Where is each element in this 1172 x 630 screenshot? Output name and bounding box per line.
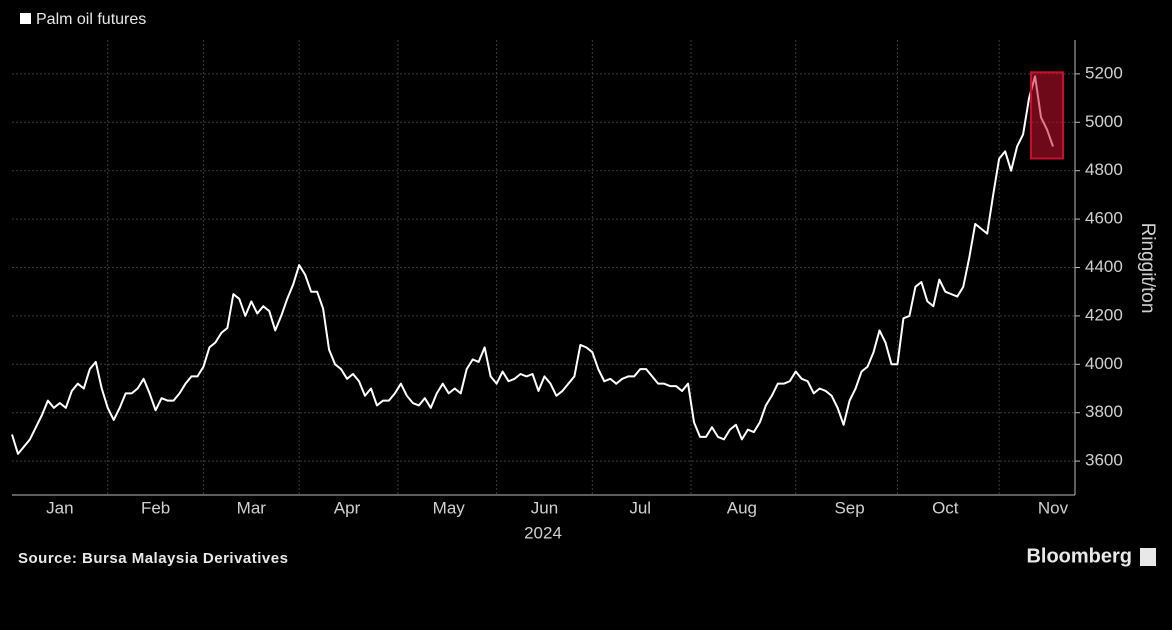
legend-label: Palm oil futures: [36, 11, 146, 28]
y-tick-label: 4400: [1085, 257, 1123, 276]
brand-icon: [1140, 548, 1156, 566]
x-tick-label: Sep: [834, 498, 864, 517]
y-tick-label: 4000: [1085, 354, 1123, 373]
legend-swatch: [20, 13, 31, 24]
y-tick-label: 4800: [1085, 160, 1123, 179]
x-tick-label: Mar: [237, 498, 267, 517]
source-note: Source: Bursa Malaysia Derivatives: [18, 550, 288, 567]
y-tick-label: 5200: [1085, 63, 1123, 82]
x-tick-label: Feb: [141, 498, 170, 517]
x-tick-label: Jun: [531, 498, 558, 517]
y-tick-label: 4600: [1085, 209, 1123, 228]
x-tick-label: Nov: [1038, 498, 1069, 517]
y-tick-label: 4200: [1085, 305, 1123, 324]
x-tick-label: May: [433, 498, 466, 517]
highlight-box: [1030, 71, 1065, 160]
y-tick-label: 5000: [1085, 112, 1123, 131]
x-tick-label: Aug: [727, 498, 757, 517]
x-tick-label: Jul: [629, 498, 651, 517]
x-tick-label: Oct: [932, 498, 959, 517]
x-tick-label: Jan: [46, 498, 73, 517]
y-axis-label: Ringgit/ton: [1137, 223, 1158, 314]
y-tick-label: 3600: [1085, 451, 1123, 470]
y-tick-label: 3800: [1085, 402, 1123, 421]
price-line: [11, 75, 1054, 455]
brand-logo: Bloomberg: [1026, 545, 1132, 567]
x-axis-label: 2024: [524, 523, 562, 542]
x-tick-label: Apr: [334, 498, 361, 517]
